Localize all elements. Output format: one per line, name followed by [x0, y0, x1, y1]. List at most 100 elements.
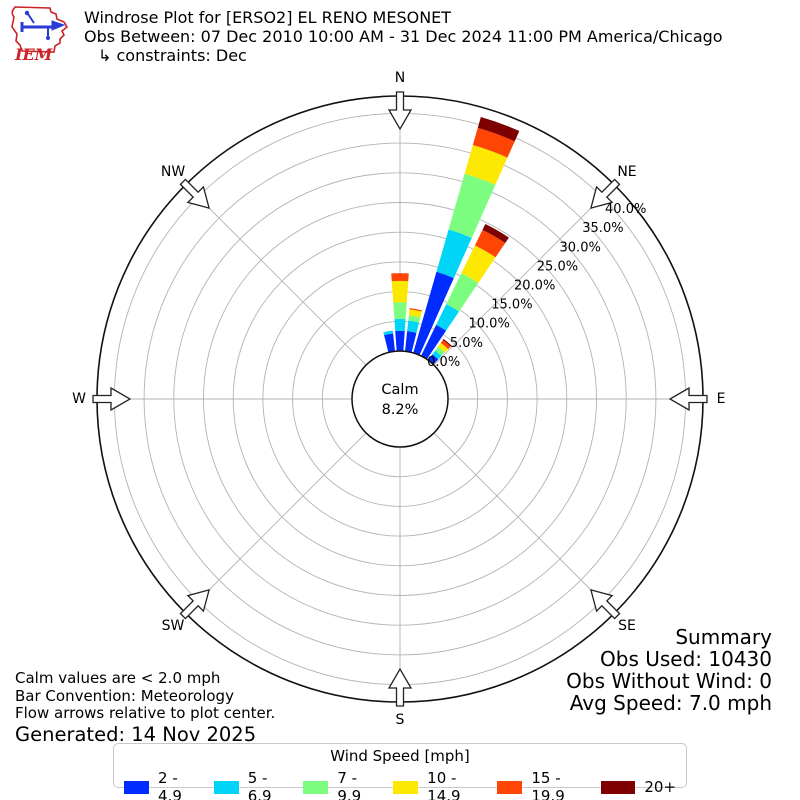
bar-segment — [474, 229, 506, 258]
legend-label: 10 - 14.9 — [427, 769, 461, 800]
bar-segment — [394, 318, 406, 331]
flow-arrow-icon — [92, 386, 132, 412]
bar-segment — [437, 342, 449, 353]
bar-segment — [391, 273, 409, 282]
bar-segment — [472, 127, 515, 158]
legend-item: 10 - 14.9 — [392, 769, 477, 800]
summary-title: Summary — [675, 625, 772, 649]
bar-segment — [391, 280, 409, 303]
arrows-note: Flow arrows relative to plot center. — [15, 704, 276, 722]
compass-label-E: E — [717, 391, 726, 407]
bar-segment — [421, 324, 447, 360]
wind-bar-10 — [405, 308, 423, 353]
calm-label: Calm — [381, 382, 418, 398]
obs-range: Obs Between: 07 Dec 2010 10:00 AM - 31 D… — [84, 27, 723, 46]
legend-swatch-icon — [497, 780, 523, 794]
iowa-outline — [11, 6, 69, 53]
flow-arrow-icon — [179, 178, 210, 209]
bar-segment — [407, 320, 420, 333]
summary-block: Summary Obs Used: 10430 Obs Without Wind… — [566, 626, 772, 714]
ring-label: 15.0% — [491, 298, 532, 313]
bar-segment — [409, 308, 423, 312]
compass-label-S: S — [396, 712, 405, 728]
iem-logo: IEM — [11, 6, 69, 64]
bar-segment — [384, 333, 395, 353]
title-block: Windrose Plot for [ERSO2] EL RENO MESONE… — [84, 4, 723, 65]
compass-label-NW: NW — [161, 164, 185, 180]
wind-bar-0 — [391, 273, 409, 352]
wind-bars — [383, 117, 520, 365]
weather-vane-icon — [20, 10, 66, 40]
legend-label: 15 - 19.9 — [531, 769, 565, 800]
constraints: ↳ constraints: Dec — [98, 46, 247, 65]
obs-used: Obs Used: 10430 — [600, 647, 772, 671]
bar-segment — [440, 339, 451, 350]
bar-segment — [482, 223, 509, 243]
bar-segment — [461, 245, 496, 283]
wind-bar-30 — [421, 223, 509, 360]
ring-label: 20.0% — [514, 278, 555, 293]
bar-segment — [408, 309, 422, 318]
ring-label: 40.0% — [605, 202, 646, 217]
ring-label: 10.0% — [469, 317, 510, 332]
page-title: Windrose Plot for [ERSO2] EL RENO MESONE… — [84, 8, 452, 27]
bar-segment — [393, 302, 407, 320]
bar-segment — [464, 145, 508, 185]
ring-label: 35.0% — [582, 221, 623, 236]
compass-label-NE: NE — [617, 164, 636, 180]
ring-label: 30.0% — [560, 240, 601, 255]
bar-segment — [477, 117, 520, 142]
ring-label: 0.0% — [427, 355, 460, 370]
bar-segment — [432, 350, 442, 360]
legend-item: 7 - 9.9 — [303, 769, 373, 800]
convention-note: Bar Convention: Meteorology — [15, 686, 234, 705]
legend-item: 20+ — [601, 778, 676, 796]
legend-swatch-icon — [601, 780, 636, 794]
ring-labels: 0.0% 5.0% 10.0% 15.0% 20.0% 25.0% 30.0% 35.0% 40… — [427, 202, 646, 370]
wind-bar-20 — [413, 117, 520, 356]
compass-label-N: N — [395, 70, 405, 86]
generated-date: Generated: 14 Nov 2025 — [15, 722, 257, 746]
logo-text: IEM — [14, 45, 54, 64]
bar-segment — [436, 304, 460, 331]
calm-circle — [351, 350, 449, 448]
bar-segment — [413, 271, 454, 356]
wind-speed-legend: Wind Speed [mph] 2 - 4.9 5 - 6.9 7 - 9.9 10… — [113, 743, 687, 800]
legend-item: 5 - 6.9 — [213, 769, 284, 800]
bar-segment — [446, 273, 479, 312]
legend-swatch-icon — [213, 780, 239, 794]
bar-segment — [435, 346, 445, 356]
bar-segment — [436, 229, 472, 279]
legend-title: Wind Speed [mph] — [330, 747, 470, 765]
legend-swatch-icon — [123, 780, 150, 794]
header: IEM Windrose Plot for [ERSO2] EL RENO ME… — [8, 4, 723, 66]
bar-segment — [383, 330, 394, 336]
legend-swatch-icon — [303, 780, 329, 794]
flow-arrows — [92, 91, 708, 707]
flow-arrow-icon — [668, 386, 708, 412]
flow-arrow-icon — [590, 589, 621, 620]
wind-bar-350 — [383, 330, 395, 353]
legend-label: 20+ — [644, 778, 677, 796]
legend-items: 2 - 4.9 5 - 6.9 7 - 9.9 10 - 14.9 15 - 19.9 2… — [114, 769, 686, 800]
bar-segment — [395, 330, 405, 352]
compass-label-SE: SE — [618, 618, 636, 634]
compass-label-W: W — [72, 391, 86, 407]
obs-without-wind: Obs Without Wind: 0 — [566, 669, 772, 693]
compass-labels: N NE E SE S SW W NW — [72, 70, 725, 728]
flow-arrow-icon — [590, 178, 621, 209]
legend-label: 2 - 4.9 — [158, 769, 182, 800]
flow-arrow-icon — [179, 589, 210, 620]
bar-segment — [442, 339, 452, 347]
legend-item: 2 - 4.9 — [123, 769, 194, 800]
bar-segment — [405, 331, 417, 353]
flow-arrow-icon — [387, 91, 413, 131]
legend-label: 7 - 9.9 — [337, 769, 362, 800]
bar-segment — [448, 173, 496, 238]
ring-label: 5.0% — [450, 336, 483, 351]
flow-arrow-icon — [387, 667, 413, 707]
avg-speed: Avg Speed: 7.0 mph — [569, 691, 772, 715]
calm-note: Calm values are < 2.0 mph — [15, 669, 221, 687]
